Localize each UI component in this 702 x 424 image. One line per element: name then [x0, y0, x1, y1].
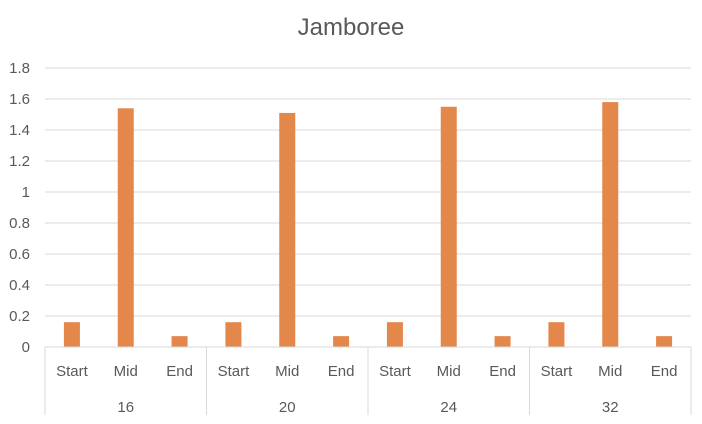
y-tick-label: 1	[22, 184, 30, 201]
y-tick-label: 0	[22, 339, 30, 356]
bar	[494, 336, 511, 347]
bar	[386, 322, 403, 347]
y-tick-label: 0.2	[9, 308, 30, 325]
bar	[602, 102, 619, 347]
x-axis	[44, 346, 692, 415]
bar	[117, 108, 134, 347]
x-category-label: Start	[218, 363, 251, 380]
bars	[63, 102, 673, 347]
y-tick-label: 1.8	[9, 60, 30, 77]
bar	[333, 336, 350, 347]
bar	[279, 112, 296, 347]
x-axis-labels: Start Mid End 16 Start Mid End 20 Start Mid End 24 S…	[56, 363, 677, 416]
y-tick-label: 0.4	[9, 277, 30, 294]
x-group-label: 20	[279, 399, 296, 416]
x-category-label: Start	[541, 363, 574, 380]
bar	[225, 322, 242, 347]
y-tick-label: 1.6	[9, 91, 30, 108]
y-tick-label: 1.2	[9, 153, 30, 170]
x-group-label: 16	[117, 399, 134, 416]
y-tick-label: 0.8	[9, 215, 30, 232]
gridlines	[45, 67, 691, 317]
x-category-label: End	[489, 363, 516, 380]
y-tick-label: 0.6	[9, 246, 30, 263]
y-axis-ticks: 0 0.2 0.4 0.6 0.8 1 1.2 1.4 1.6 1.8	[9, 60, 30, 356]
x-category-label: Mid	[437, 363, 461, 380]
bar	[63, 322, 80, 347]
chart-title: Jamboree	[298, 14, 405, 41]
x-category-label: Start	[56, 363, 89, 380]
x-category-label: End	[166, 363, 193, 380]
x-category-label: Start	[379, 363, 412, 380]
bar	[548, 322, 565, 347]
x-category-label: End	[651, 363, 678, 380]
y-tick-label: 1.4	[9, 122, 30, 139]
x-group-label: 24	[440, 399, 457, 416]
x-category-label: Mid	[275, 363, 299, 380]
bar	[656, 336, 673, 347]
x-group-label: 32	[602, 399, 619, 416]
x-category-label: Mid	[114, 363, 138, 380]
bar	[171, 336, 188, 347]
x-category-label: End	[328, 363, 355, 380]
bar	[440, 106, 457, 347]
x-category-label: Mid	[598, 363, 622, 380]
